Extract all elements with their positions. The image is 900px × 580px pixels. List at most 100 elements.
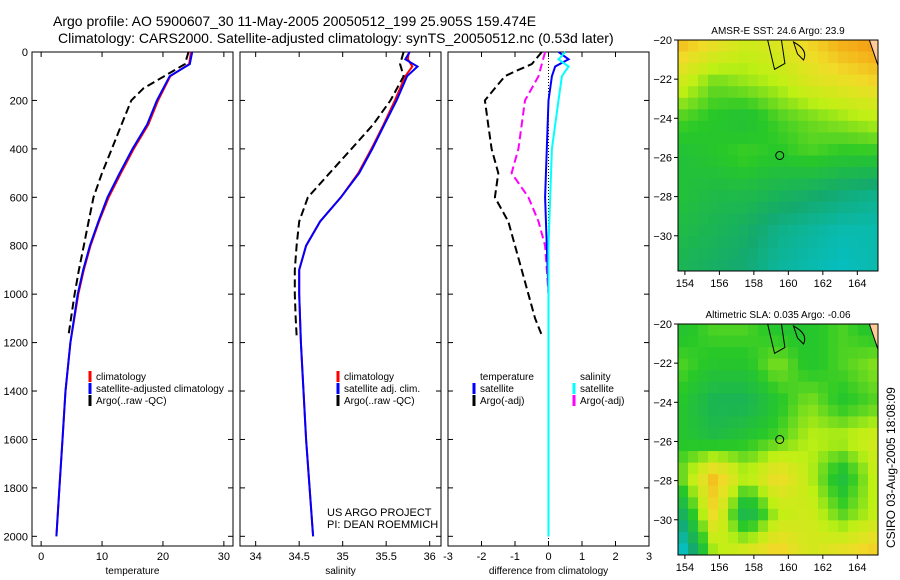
heatmap-cell xyxy=(798,40,809,53)
heatmap-cell xyxy=(748,86,759,99)
heatmap-cell xyxy=(788,51,799,64)
heatmap-cell xyxy=(758,543,769,556)
heatmap-cell xyxy=(708,474,719,487)
heatmap-cell xyxy=(848,404,859,417)
heatmap-cell xyxy=(788,416,799,429)
heatmap-cell xyxy=(748,543,759,556)
heatmap-cell xyxy=(828,120,839,133)
heatmap-cell xyxy=(678,520,689,533)
heatmap-cell xyxy=(698,439,709,452)
heatmap-cell xyxy=(808,474,819,487)
heatmap-cell xyxy=(748,51,759,64)
y-tick-label: −20 xyxy=(653,319,672,331)
legend-label: Argo(-adj) xyxy=(480,396,524,407)
heatmap-cell xyxy=(778,508,789,521)
heatmap-cell xyxy=(818,543,829,556)
series-line-climatology xyxy=(298,51,414,537)
heatmap-cell xyxy=(758,462,769,475)
heatmap-cell xyxy=(868,132,879,145)
heatmap-cell xyxy=(868,543,879,556)
heatmap-cell xyxy=(728,358,739,371)
heatmap-cell xyxy=(768,381,779,394)
heatmap-cell xyxy=(718,259,729,272)
heatmap-cell xyxy=(828,462,839,475)
heatmap-cell xyxy=(748,190,759,203)
heatmap-cell xyxy=(688,40,699,53)
heatmap-cell xyxy=(788,190,799,203)
heatmap-cell xyxy=(678,40,689,53)
heatmap-cell xyxy=(848,224,859,237)
heatmap-cell xyxy=(748,74,759,87)
heatmap-cell xyxy=(758,40,769,53)
heatmap-cell xyxy=(868,451,879,464)
heatmap-cell xyxy=(828,213,839,226)
legend-label: satellite adj. clim. xyxy=(344,384,420,395)
heatmap-cell xyxy=(808,167,819,180)
heatmap-cell xyxy=(768,63,779,76)
heatmap-cell xyxy=(858,132,869,145)
heatmap-cell xyxy=(728,416,739,429)
heatmap-cell xyxy=(708,427,719,440)
heatmap-cell xyxy=(808,201,819,214)
heatmap-cell xyxy=(808,427,819,440)
heatmap-cell xyxy=(768,213,779,226)
heatmap-cell xyxy=(688,381,699,394)
heatmap-cell xyxy=(728,404,739,417)
heatmap-cell xyxy=(708,520,719,533)
heatmap-cell xyxy=(738,358,749,371)
heatmap-cell xyxy=(788,259,799,272)
heatmap-cell xyxy=(768,404,779,417)
heatmap-cell xyxy=(768,224,779,237)
heatmap-cell xyxy=(768,474,779,487)
heatmap-cell xyxy=(698,247,709,260)
heatmap-cell xyxy=(708,74,719,87)
heatmap-cell xyxy=(868,63,879,76)
heatmap-cell xyxy=(748,178,759,191)
heatmap-cell xyxy=(748,358,759,371)
heatmap-cell xyxy=(768,143,779,156)
x-tick-label: 158 xyxy=(745,278,763,290)
series-line-argo-raw-qc- xyxy=(67,51,190,336)
heatmap-cell xyxy=(818,97,829,110)
heatmap-cell xyxy=(818,370,829,383)
heatmap-cell xyxy=(708,40,719,53)
heatmap-cell xyxy=(718,74,729,87)
heatmap-cell xyxy=(838,451,849,464)
heatmap-cell xyxy=(808,497,819,510)
series-line-salinity-satellite xyxy=(547,51,570,537)
heatmap-cell xyxy=(788,451,799,464)
heatmap-cell xyxy=(798,324,809,337)
heatmap-cell xyxy=(808,451,819,464)
heatmap-cell xyxy=(798,143,809,156)
heatmap-cell xyxy=(808,370,819,383)
heatmap-cell xyxy=(678,531,689,544)
heatmap-cell xyxy=(778,462,789,475)
y-tick-label: −30 xyxy=(653,231,672,243)
heatmap-cell xyxy=(858,97,869,110)
heatmap-cell xyxy=(838,155,849,168)
heatmap-cell xyxy=(778,520,789,533)
heatmap-cell xyxy=(768,393,779,406)
heatmap-cell xyxy=(738,439,749,452)
heatmap-cell xyxy=(778,224,789,237)
heatmap-cell xyxy=(718,155,729,168)
heatmap-cell xyxy=(688,370,699,383)
heatmap-cell xyxy=(788,74,799,87)
heatmap-cell xyxy=(808,259,819,272)
x-tick-label: 160 xyxy=(779,278,797,290)
heatmap-cell xyxy=(688,143,699,156)
heatmap-cell xyxy=(798,381,809,394)
heatmap-cell xyxy=(828,143,839,156)
heatmap-cell xyxy=(848,259,859,272)
heatmap-cell xyxy=(688,213,699,226)
heatmap-cell xyxy=(738,155,749,168)
heatmap-cell xyxy=(778,531,789,544)
heatmap-cell xyxy=(778,86,789,99)
heatmap-cell xyxy=(818,143,829,156)
heatmap-cell xyxy=(828,178,839,191)
heatmap-cell xyxy=(798,427,809,440)
heatmap-cell xyxy=(808,462,819,475)
heatmap-cell xyxy=(708,155,719,168)
heatmap-cell xyxy=(678,86,689,99)
